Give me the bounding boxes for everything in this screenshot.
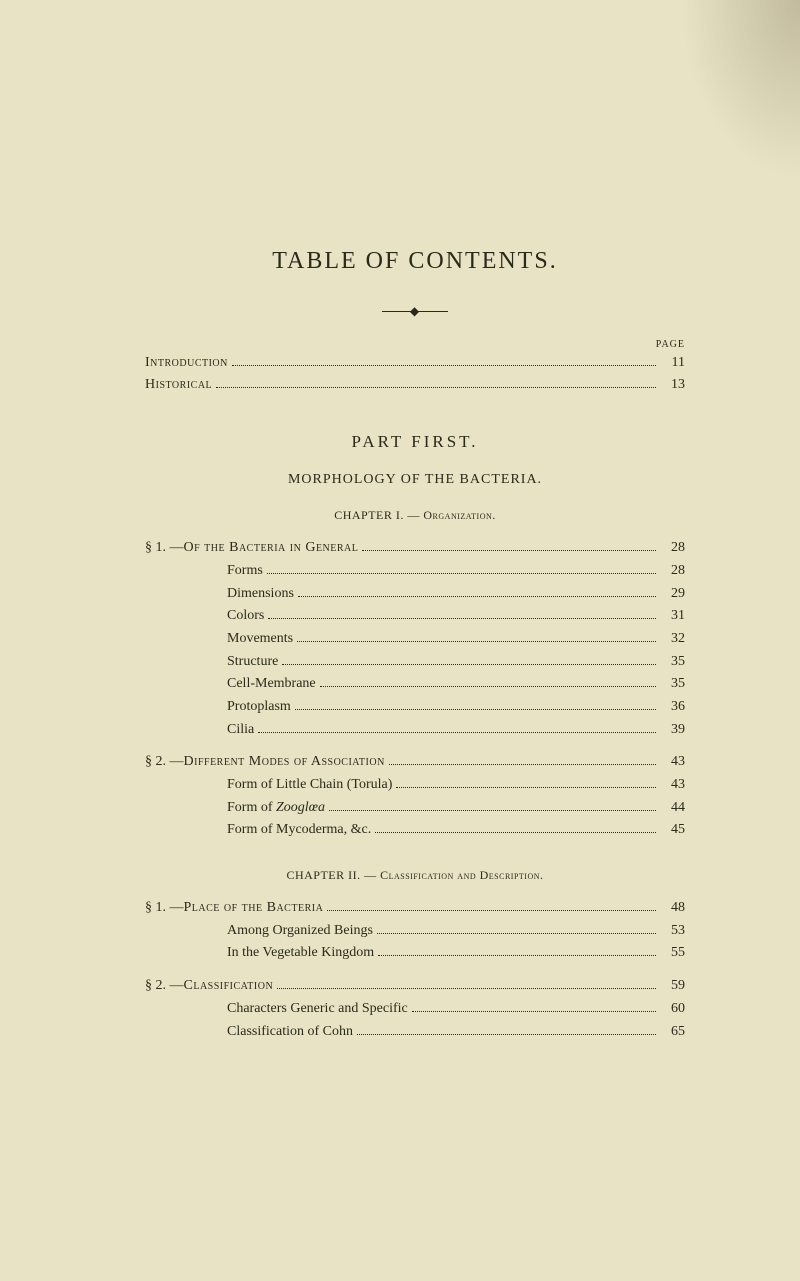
toc-entry-page: 11: [660, 352, 685, 374]
toc-subentry-page: 35: [660, 651, 685, 673]
leader-dots: [389, 764, 656, 765]
toc-subentry-label: Form of Mycoderma, &c.: [227, 819, 371, 841]
page-title: TABLE OF CONTENTS.: [145, 248, 685, 275]
toc-entry-label: Historical: [145, 374, 212, 396]
toc-subentry-label: Structure: [227, 651, 278, 673]
leader-dots: [357, 1034, 656, 1035]
toc-subentry-page: 31: [660, 605, 685, 627]
section-page: 43: [660, 751, 685, 773]
toc-subentry: In the Vegetable Kingdom 55: [145, 942, 685, 964]
toc-entry: Introduction 11: [145, 352, 685, 374]
toc-subentry-page: 39: [660, 719, 685, 741]
toc-subentry-label: Classification of Cohn: [227, 1021, 353, 1043]
toc-subentry-page: 32: [660, 628, 685, 650]
toc-section: § 1. — Of the Bacteria in General 28: [145, 537, 685, 559]
toc-subentry-label: Among Organized Beings: [227, 920, 373, 942]
leader-dots: [377, 933, 656, 934]
toc-subentry: Form of Zooglœa 44: [145, 797, 685, 819]
chapter-heading: CHAPTER I. — Organization.: [145, 508, 685, 523]
toc-subentry-page: 55: [660, 942, 685, 964]
section-prefix: § 1. —: [145, 897, 184, 919]
section-prefix: § 2. —: [145, 975, 184, 997]
leader-dots: [320, 686, 656, 687]
toc-subentry-page: 36: [660, 696, 685, 718]
leader-dots: [282, 664, 656, 665]
leader-dots: [329, 810, 656, 811]
part-heading: PART FIRST.: [145, 432, 685, 452]
toc-subentry-page: 29: [660, 583, 685, 605]
toc-subentry-page: 53: [660, 920, 685, 942]
toc-subentry-label: Movements: [227, 628, 293, 650]
toc-subentry-page: 65: [660, 1021, 685, 1043]
toc-subentry-label: Cilia: [227, 719, 254, 741]
page-column-label: PAGE: [145, 339, 685, 350]
leader-dots: [327, 910, 656, 911]
toc-subentry-page: 45: [660, 819, 685, 841]
toc-subentry: Cell-Membrane 35: [145, 673, 685, 695]
toc-subentry-page: 44: [660, 797, 685, 819]
leader-dots: [295, 709, 656, 710]
page-container: TABLE OF CONTENTS. ◆ PAGE Introduction 1…: [0, 0, 800, 1103]
leader-dots: [362, 550, 656, 551]
section-label: Of the Bacteria in General: [184, 537, 359, 559]
toc-subentry: Forms 28: [145, 560, 685, 582]
leader-dots: [267, 573, 656, 574]
toc-subentry: Form of Little Chain (Torula) 43: [145, 774, 685, 796]
toc-subentry-label: In the Vegetable Kingdom: [227, 942, 374, 964]
toc-subentry-label: Colors: [227, 605, 264, 627]
toc-subentry-page: 60: [660, 998, 685, 1020]
toc-subentry-label: Characters Generic and Specific: [227, 998, 408, 1020]
toc-section: § 2. — Classification 59: [145, 975, 685, 997]
toc-subentry-label-italic: Zooglœa: [276, 800, 325, 815]
subject-heading: MORPHOLOGY OF THE BACTERIA.: [145, 472, 685, 488]
toc-subentry: Colors 31: [145, 605, 685, 627]
title-divider: ◆: [145, 303, 685, 319]
leader-dots: [298, 596, 656, 597]
toc-subentry: Among Organized Beings 53: [145, 920, 685, 942]
toc-entry-label: Introduction: [145, 352, 228, 374]
toc-subentry: Classification of Cohn 65: [145, 1021, 685, 1043]
toc-subentry-label: Dimensions: [227, 583, 294, 605]
toc-subentry-page: 43: [660, 774, 685, 796]
toc-subentry-label: Form of Zooglœa: [227, 797, 325, 819]
toc-subentry: Protoplasm 36: [145, 696, 685, 718]
toc-subentry-label-pre: Form of: [227, 800, 276, 815]
toc-subentry-label: Form of Little Chain (Torula): [227, 774, 392, 796]
toc-subentry-page: 35: [660, 673, 685, 695]
section-page: 28: [660, 537, 685, 559]
toc-subentry-label: Protoplasm: [227, 696, 291, 718]
leader-dots: [396, 787, 656, 788]
toc-subentry: Structure 35: [145, 651, 685, 673]
toc-subentry-label: Forms: [227, 560, 263, 582]
section-label: Different Modes of Association: [184, 751, 385, 773]
leader-dots: [216, 387, 656, 388]
leader-dots: [412, 1011, 656, 1012]
leader-dots: [268, 618, 656, 619]
section-page: 59: [660, 975, 685, 997]
section-prefix: § 2. —: [145, 751, 184, 773]
toc-subentry-page: 28: [660, 560, 685, 582]
toc-entry-page: 13: [660, 374, 685, 396]
leader-dots: [378, 955, 656, 956]
toc-subentry: Form of Mycoderma, &c. 45: [145, 819, 685, 841]
toc-section: § 2. — Different Modes of Association 43: [145, 751, 685, 773]
leader-dots: [258, 732, 656, 733]
section-page: 48: [660, 897, 685, 919]
leader-dots: [277, 988, 656, 989]
leader-dots: [375, 832, 656, 833]
section-prefix: § 1. —: [145, 537, 184, 559]
toc-section: § 1. — Place of the Bacteria 48: [145, 897, 685, 919]
toc-subentry: Movements 32: [145, 628, 685, 650]
leader-dots: [297, 641, 656, 642]
leader-dots: [232, 365, 656, 366]
chapter-heading: CHAPTER II. — Classification and Descrip…: [145, 868, 685, 883]
toc-entry: Historical 13: [145, 374, 685, 396]
toc-subentry: Characters Generic and Specific 60: [145, 998, 685, 1020]
toc-subentry-label: Cell-Membrane: [227, 673, 316, 695]
toc-subentry: Dimensions 29: [145, 583, 685, 605]
section-label: Place of the Bacteria: [184, 897, 324, 919]
section-label: Classification: [184, 975, 274, 997]
toc-subentry: Cilia 39: [145, 719, 685, 741]
